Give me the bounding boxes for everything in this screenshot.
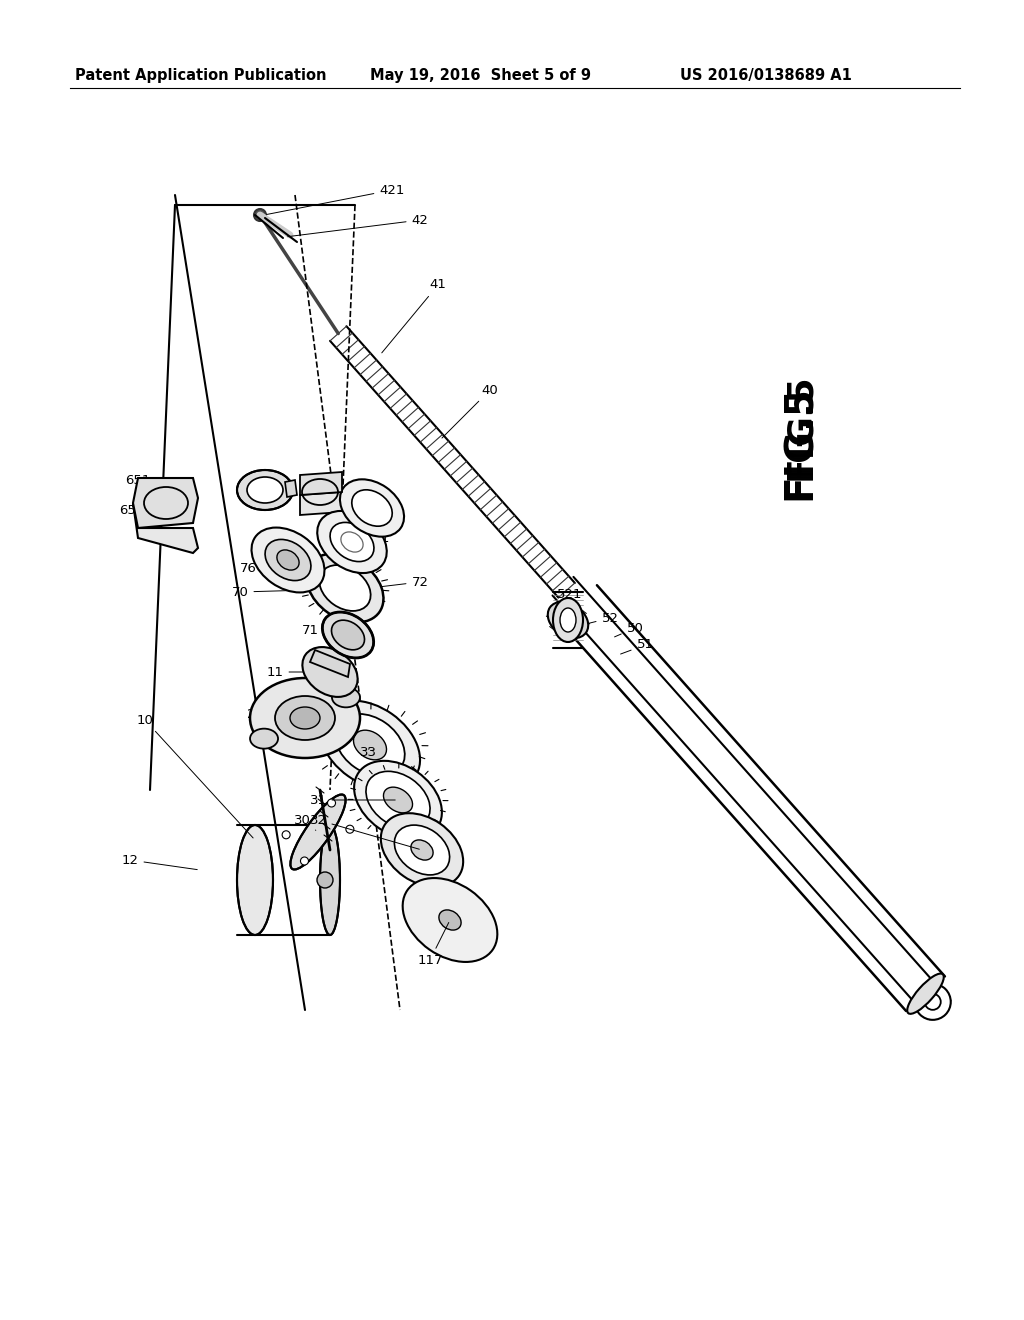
Text: 32: 32 [309, 813, 420, 849]
Text: 71: 71 [301, 623, 345, 636]
Ellipse shape [323, 612, 374, 657]
Text: 421: 421 [266, 183, 404, 214]
Ellipse shape [250, 729, 279, 748]
Ellipse shape [237, 825, 273, 935]
Ellipse shape [237, 470, 293, 510]
Circle shape [317, 873, 333, 888]
Ellipse shape [265, 540, 311, 581]
Text: 52: 52 [585, 611, 618, 624]
Polygon shape [133, 478, 198, 528]
Circle shape [328, 799, 336, 807]
Ellipse shape [353, 730, 386, 760]
Ellipse shape [381, 813, 463, 887]
Text: 51: 51 [621, 639, 653, 653]
Circle shape [925, 994, 941, 1010]
Text: FIG.5: FIG.5 [781, 385, 819, 500]
Text: 31: 31 [309, 793, 395, 807]
Text: 10: 10 [136, 714, 253, 838]
Circle shape [346, 825, 354, 833]
Ellipse shape [276, 550, 299, 570]
Polygon shape [300, 473, 342, 495]
Ellipse shape [290, 708, 319, 729]
Ellipse shape [560, 609, 575, 632]
Text: 76: 76 [240, 561, 286, 574]
Ellipse shape [275, 696, 335, 741]
Text: 33: 33 [359, 746, 377, 759]
Text: 65: 65 [120, 503, 145, 516]
Ellipse shape [317, 511, 387, 573]
Ellipse shape [319, 565, 371, 611]
Text: 117: 117 [417, 923, 449, 966]
Ellipse shape [352, 490, 392, 527]
Ellipse shape [291, 795, 346, 870]
Polygon shape [300, 492, 342, 515]
Text: 12: 12 [122, 854, 198, 870]
Polygon shape [285, 480, 297, 498]
Ellipse shape [319, 825, 340, 935]
Text: 652: 652 [156, 491, 180, 504]
Ellipse shape [366, 771, 430, 829]
Ellipse shape [354, 760, 442, 840]
Polygon shape [133, 503, 198, 553]
Ellipse shape [402, 878, 498, 962]
Text: 30: 30 [294, 813, 315, 830]
Text: 72: 72 [373, 576, 428, 589]
Circle shape [254, 209, 266, 220]
Text: 653: 653 [366, 494, 391, 507]
Text: FIG.5: FIG.5 [783, 374, 817, 480]
Text: 40: 40 [442, 384, 499, 438]
Ellipse shape [335, 714, 404, 776]
Text: 11: 11 [266, 665, 328, 678]
Ellipse shape [340, 479, 404, 537]
Text: 761: 761 [354, 532, 391, 544]
Ellipse shape [332, 620, 365, 649]
Ellipse shape [383, 787, 413, 813]
Ellipse shape [411, 840, 433, 861]
Ellipse shape [247, 477, 283, 503]
Ellipse shape [439, 909, 461, 931]
Circle shape [300, 857, 308, 865]
Ellipse shape [394, 825, 450, 875]
Ellipse shape [553, 598, 583, 642]
Ellipse shape [250, 678, 360, 758]
Text: 70: 70 [231, 586, 307, 598]
Ellipse shape [252, 528, 325, 593]
Text: May 19, 2016  Sheet 5 of 9: May 19, 2016 Sheet 5 of 9 [370, 69, 591, 83]
Text: 41: 41 [382, 279, 446, 352]
Circle shape [914, 983, 950, 1020]
Polygon shape [310, 649, 350, 677]
Ellipse shape [330, 523, 374, 561]
Text: US 2016/0138689 A1: US 2016/0138689 A1 [680, 69, 852, 83]
Text: 20: 20 [247, 709, 302, 722]
Ellipse shape [319, 701, 420, 789]
Text: Patent Application Publication: Patent Application Publication [75, 69, 327, 83]
Ellipse shape [907, 974, 944, 1014]
Text: 521: 521 [557, 589, 583, 607]
Circle shape [283, 830, 290, 838]
Ellipse shape [302, 647, 357, 697]
Ellipse shape [332, 688, 360, 708]
Ellipse shape [548, 602, 588, 638]
Ellipse shape [306, 553, 383, 623]
Text: 50: 50 [614, 622, 643, 636]
Text: 42: 42 [288, 214, 428, 236]
Text: 651: 651 [125, 474, 155, 490]
